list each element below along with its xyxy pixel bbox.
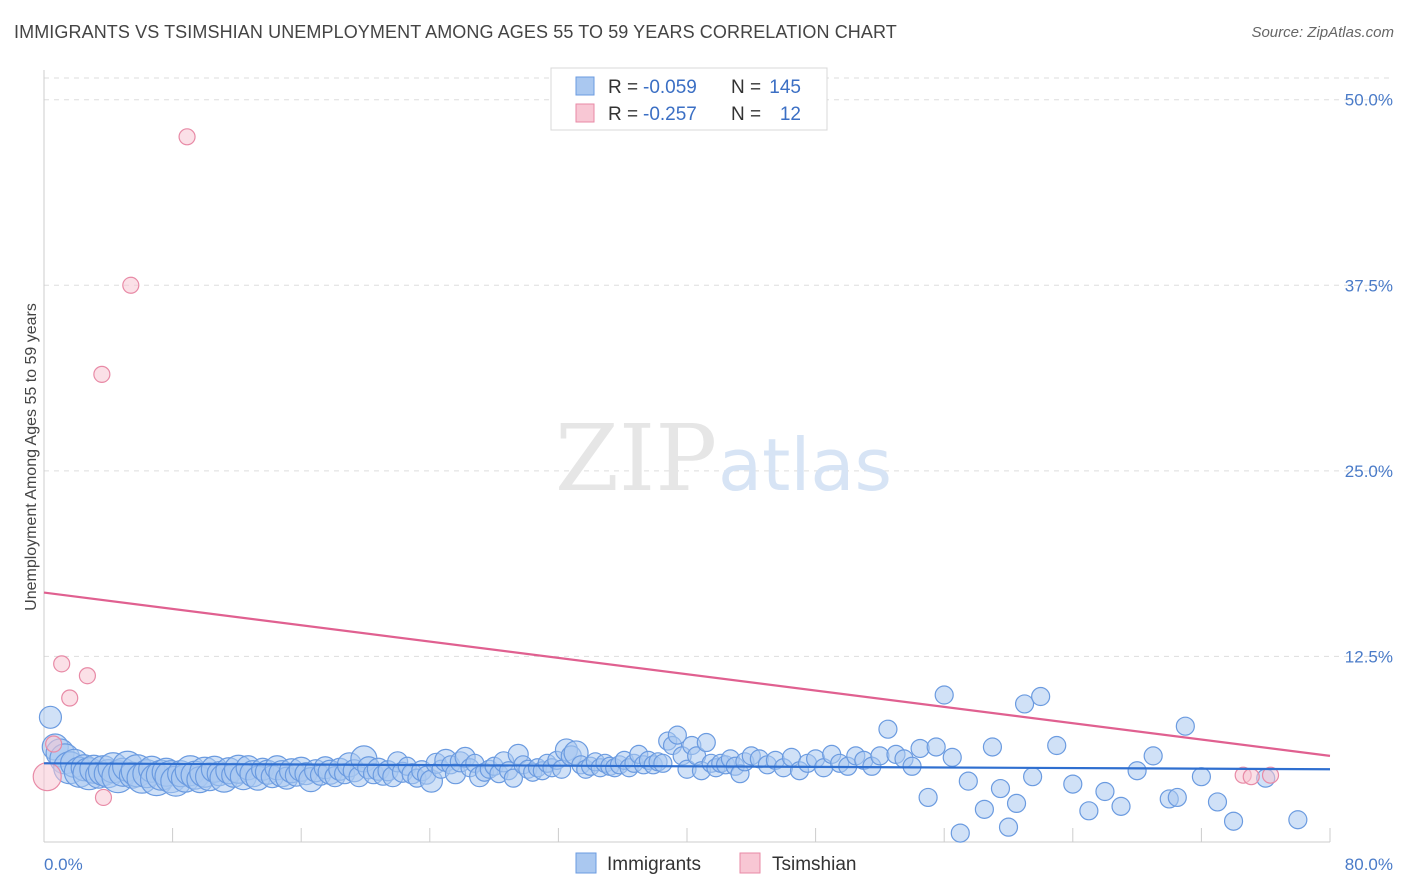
y-tick-label-0: 12.5% <box>1345 647 1393 666</box>
trend-lines <box>43 591 1331 771</box>
immigrants-point-171 <box>950 823 970 843</box>
legend-r-label-1: R = <box>608 77 638 98</box>
immigrants-point-169 <box>934 685 954 705</box>
immigrants-point-162 <box>878 719 898 739</box>
series-tsimshian-points <box>32 128 1280 807</box>
tsimshian-point-6 <box>94 788 113 807</box>
legend-r-value-1: -0.059 <box>643 77 697 98</box>
immigrants-point-96 <box>503 768 523 788</box>
immigrants-point-190 <box>1191 767 1212 787</box>
legend-n-label-2: N = <box>731 104 761 125</box>
y-tick-labels: 12.5% 25.0% 37.5% 50.0% <box>1345 91 1393 667</box>
immigrants-point-187 <box>1143 746 1163 766</box>
legend-swatch-tsimshian <box>575 103 595 123</box>
bottom-legend-label-immigrants: Immigrants <box>607 854 701 875</box>
immigrants-point-168 <box>926 737 946 757</box>
immigrants-point-195 <box>1167 787 1187 808</box>
immigrants-point-0 <box>38 705 63 729</box>
immigrants-point-192 <box>1223 811 1244 831</box>
watermark: ZIP atlas <box>555 405 892 512</box>
tsimshian-point-4 <box>78 667 97 685</box>
immigrants-point-170 <box>942 747 962 767</box>
tsimshian-point-1 <box>45 735 63 753</box>
tsimshian-point-5 <box>93 365 111 383</box>
immigrants-point-194 <box>1288 810 1308 830</box>
immigrants-point-183 <box>1079 801 1099 821</box>
tsimshian-point-2 <box>53 655 71 673</box>
immigrants-point-127 <box>653 753 673 773</box>
immigrants-point-186 <box>1127 761 1147 781</box>
grid-lines <box>44 77 1392 657</box>
legend-n-label-1: N = <box>731 77 761 98</box>
immigrants-point-184 <box>1095 781 1115 802</box>
tsimshian-trend-line <box>43 591 1331 757</box>
bottom-legend: Immigrants Tsimshian <box>575 852 856 875</box>
bottom-legend-swatch-immigrants <box>575 852 597 874</box>
tsimshian-point-3 <box>61 689 79 707</box>
bottom-legend-swatch-tsimshian <box>739 852 761 874</box>
immigrants-point-185 <box>1111 796 1131 816</box>
y-tick-label-1: 25.0% <box>1345 462 1393 481</box>
tsimshian-point-10 <box>1242 768 1260 786</box>
y-tick-label-2: 37.5% <box>1345 276 1393 295</box>
immigrants-point-174 <box>982 737 1003 757</box>
tsimshian-point-11 <box>1261 766 1280 784</box>
immigrants-point-180 <box>1031 686 1051 707</box>
immigrants-point-173 <box>974 799 994 819</box>
legend-box: R = -0.059 N = 145 R = -0.257 N = 12 <box>550 67 828 131</box>
watermark-zip: ZIP <box>555 405 717 512</box>
x-tick-label-max: 80.0% <box>1345 855 1393 874</box>
immigrants-point-182 <box>1063 774 1083 794</box>
immigrants-point-175 <box>990 778 1011 799</box>
legend-n-value-1: 145 <box>769 77 801 98</box>
legend-n-value-2: 12 <box>780 104 801 125</box>
legend-r-value-2: -0.257 <box>643 104 697 125</box>
x-tick-label-min: 0.0% <box>44 855 83 874</box>
chart-title: IMMIGRANTS VS TSIMSHIAN UNEMPLOYMENT AMO… <box>14 22 897 42</box>
immigrants-point-179 <box>1023 767 1043 787</box>
chart-source: Source: ZipAtlas.com <box>1251 24 1394 41</box>
tsimshian-point-0 <box>32 762 62 792</box>
immigrants-point-176 <box>998 817 1019 837</box>
watermark-atlas: atlas <box>718 423 892 507</box>
immigrants-point-177 <box>1006 793 1027 814</box>
immigrants-point-189 <box>1175 716 1195 736</box>
legend-swatch-immigrants <box>575 76 595 96</box>
immigrants-point-191 <box>1207 792 1228 812</box>
legend-r-label-2: R = <box>608 104 638 125</box>
immigrants-point-161 <box>870 746 890 766</box>
tsimshian-point-7 <box>122 276 140 294</box>
y-tick-label-3: 50.0% <box>1345 91 1393 110</box>
immigrants-trend-line <box>43 762 1331 771</box>
tsimshian-point-8 <box>178 128 196 146</box>
immigrants-point-167 <box>918 787 938 808</box>
immigrants-point-172 <box>958 771 978 791</box>
y-axis-label: Unemployment Among Ages 55 to 59 years <box>23 303 40 611</box>
immigrants-point-136 <box>696 732 716 753</box>
immigrants-point-181 <box>1047 735 1067 756</box>
immigrants-point-178 <box>1014 694 1035 714</box>
immigrants-point-130 <box>667 725 687 745</box>
immigrants-point-166 <box>910 738 930 759</box>
bottom-legend-label-tsimshian: Tsimshian <box>772 854 856 875</box>
